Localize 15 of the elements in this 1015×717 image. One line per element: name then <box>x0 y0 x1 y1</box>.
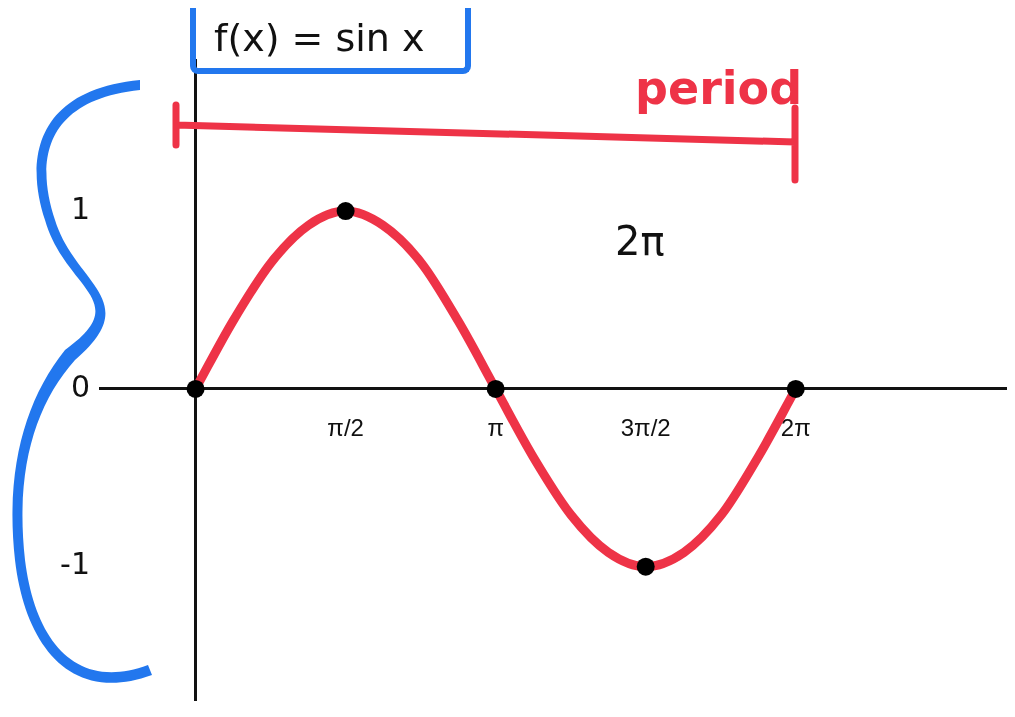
x-tick-label: π/2 <box>327 413 364 441</box>
x-tick-label: 3π/2 <box>620 413 671 441</box>
annotation: 2π <box>615 218 665 265</box>
point <box>636 557 655 576</box>
point <box>186 379 205 398</box>
x-tick-label: 2π <box>780 413 811 441</box>
point <box>486 379 505 398</box>
y-tick-label: 0 <box>70 368 90 404</box>
y-tick-label: -1 <box>60 546 90 582</box>
x-tick-label: π <box>487 413 504 441</box>
point <box>336 202 355 221</box>
point <box>786 379 805 398</box>
chart-title: f(x) = sin x <box>190 8 471 74</box>
annotation: period <box>635 60 803 115</box>
y-tick-label: 1 <box>70 190 90 226</box>
